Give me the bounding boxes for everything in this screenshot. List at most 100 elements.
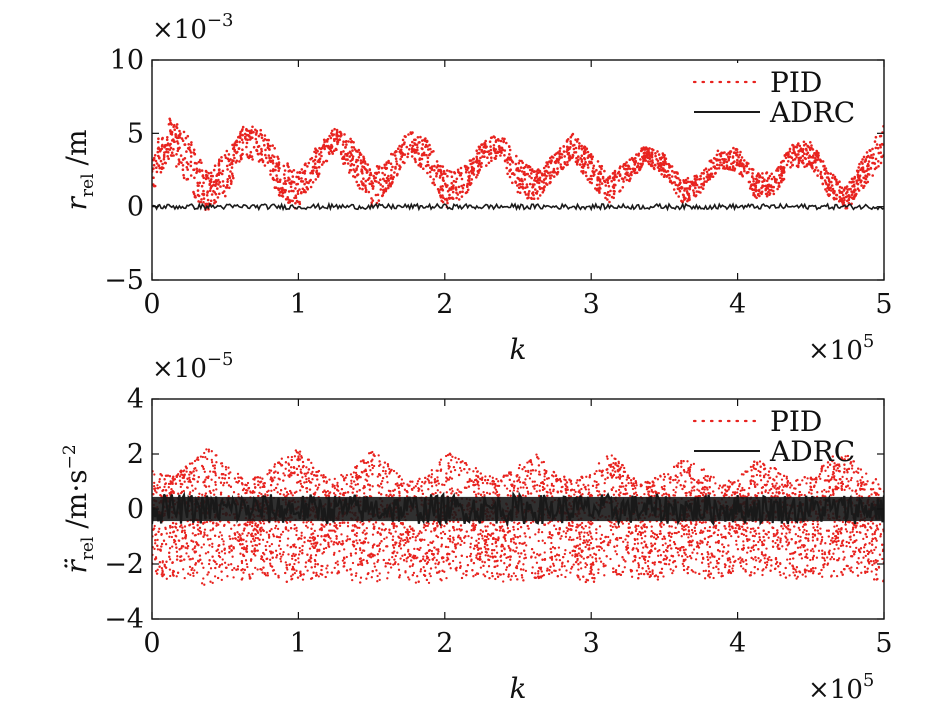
pid-point [348, 155, 352, 158]
pid-point [446, 201, 449, 205]
pid-point [460, 539, 464, 543]
pid-point [284, 180, 287, 183]
pid-point [706, 178, 710, 182]
pid-point [824, 188, 827, 191]
pid-point [518, 555, 521, 558]
pid-point [805, 153, 809, 156]
pid-point [787, 152, 790, 156]
pid-point [351, 155, 355, 158]
pid-point [722, 161, 726, 164]
pid-point [356, 159, 360, 162]
series-pid-points [152, 117, 884, 211]
pid-point [255, 129, 259, 133]
pid-point [494, 151, 497, 155]
pid-point [657, 153, 661, 156]
pid-point [441, 176, 445, 180]
pid-point [222, 184, 225, 187]
pid-point [655, 158, 658, 161]
pid-point [507, 156, 510, 159]
pid-point [670, 175, 674, 178]
pid-point [666, 169, 670, 173]
pid-point [739, 565, 743, 568]
pid-point [271, 144, 275, 147]
pid-point [780, 180, 783, 184]
pid-point [457, 185, 461, 189]
x-axis-label: k [510, 333, 527, 366]
pid-point [273, 186, 277, 189]
pid-point [340, 133, 343, 137]
pid-point [331, 152, 335, 155]
pid-point [603, 169, 606, 173]
pid-point [719, 161, 722, 164]
pid-point [594, 187, 597, 190]
pid-point [550, 541, 553, 545]
pid-point [300, 168, 304, 171]
pid-point [878, 134, 882, 138]
pid-point [414, 138, 417, 142]
pid-point [747, 162, 750, 165]
pid-point [654, 152, 657, 155]
pid-point [815, 149, 818, 153]
pid-point [281, 530, 285, 534]
pid-point [412, 149, 416, 153]
pid-point [815, 158, 818, 162]
pid-point [480, 165, 483, 168]
pid-point [849, 545, 852, 549]
pid-point [176, 140, 179, 143]
pid-point [829, 186, 832, 189]
pid-point [218, 192, 221, 196]
pid-point [163, 151, 166, 154]
pid-point [345, 140, 348, 143]
pid-point [199, 455, 203, 458]
pid-point [601, 177, 605, 180]
pid-point [316, 488, 319, 491]
pid-point [863, 160, 867, 163]
pid-point [173, 128, 176, 131]
pid-point [203, 528, 207, 531]
pid-point [238, 160, 241, 163]
pid-point [557, 546, 561, 549]
pid-point [467, 175, 470, 178]
pid-point [189, 160, 193, 164]
pid-point [869, 167, 873, 170]
pid-point [821, 575, 824, 578]
pid-point [604, 184, 608, 187]
pid-point [826, 193, 830, 196]
pid-point [848, 567, 851, 570]
pid-point [175, 136, 179, 140]
pid-point [362, 177, 365, 180]
pid-point [375, 172, 378, 176]
pid-point [662, 167, 665, 170]
pid-point [714, 482, 717, 485]
pid-point [445, 169, 449, 172]
pid-point [296, 189, 300, 193]
pid-point [169, 142, 172, 146]
pid-point [387, 174, 390, 178]
pid-point [481, 476, 484, 479]
pid-point [777, 184, 781, 188]
pid-point [192, 571, 195, 575]
pid-point [362, 155, 365, 159]
pid-point [426, 145, 429, 148]
pid-point [214, 192, 218, 196]
pid-point [646, 559, 650, 563]
pid-point [180, 137, 184, 140]
pid-point [419, 165, 423, 168]
pid-point [312, 169, 315, 172]
pid-point [457, 198, 461, 201]
pid-point [730, 494, 734, 497]
pid-point [361, 187, 364, 191]
pid-point [303, 541, 306, 544]
pid-point [782, 167, 786, 171]
pid-point [563, 155, 566, 158]
pid-point [800, 160, 804, 164]
pid-point [152, 184, 156, 188]
pid-point [555, 152, 558, 155]
pid-point [572, 147, 576, 151]
pid-point [460, 177, 464, 181]
pid-point [353, 170, 357, 173]
pid-point [727, 157, 731, 161]
x-tick-label: 2 [436, 289, 453, 320]
pid-point [294, 201, 297, 205]
pid-point [541, 191, 545, 194]
